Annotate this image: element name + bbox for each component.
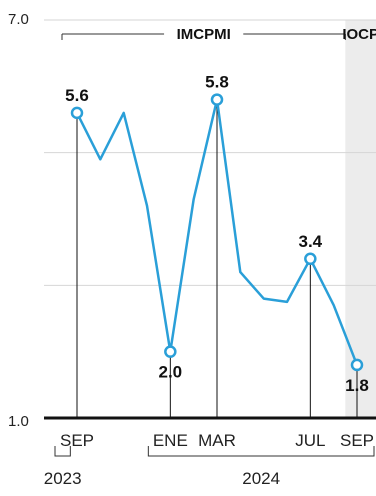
x-tick-label: JUL: [295, 431, 325, 450]
point-marker: [210, 93, 224, 106]
period-label: IOCP: [342, 26, 376, 43]
data-label: 1.8: [345, 376, 369, 395]
y-tick-top: 7.0: [8, 11, 29, 28]
data-label: 2.0: [159, 363, 183, 382]
point-marker: [70, 106, 84, 120]
point-marker: [164, 345, 177, 358]
y-tick-bottom: 1.0: [8, 413, 29, 430]
data-label: 5.6: [65, 86, 89, 105]
year-bracket: [54, 446, 71, 457]
x-tick-label: SEP: [340, 431, 374, 450]
drop-lines: [76, 99, 358, 418]
iocp-shaded-region: [345, 20, 376, 418]
x-tick-labels: SEP ENE MAR JUL SEP: [60, 431, 374, 450]
point-marker: [350, 358, 364, 372]
grid-lines: [44, 19, 376, 286]
x-tick-label: MAR: [198, 431, 236, 450]
x-tick-label: SEP: [60, 431, 94, 450]
year-bracket: [147, 446, 375, 457]
point-marker: [304, 252, 317, 266]
year-label: 2024: [242, 469, 280, 488]
data-label: 5.8: [205, 73, 229, 92]
x-tick-label: ENE: [153, 431, 188, 450]
data-labels: 5.6 2.0 5.8 3.4 1.8: [65, 73, 369, 395]
period-label: IMCPMI: [177, 26, 231, 43]
data-label: 3.4: [299, 232, 323, 251]
period-brackets: IMCPMI IOCP: [61, 26, 376, 43]
year-brackets: 2023 2024: [44, 446, 375, 488]
highlight-markers: [70, 93, 364, 372]
year-label: 2023: [44, 469, 82, 488]
